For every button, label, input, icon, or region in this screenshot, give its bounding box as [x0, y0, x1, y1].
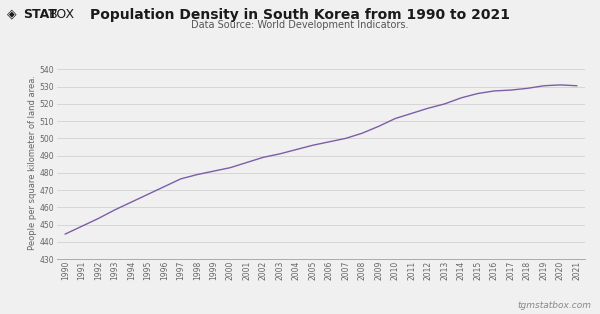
Y-axis label: People per square kilometer of land area.: People per square kilometer of land area…	[28, 75, 37, 250]
Text: ◈: ◈	[7, 8, 17, 21]
Text: Population Density in South Korea from 1990 to 2021: Population Density in South Korea from 1…	[90, 8, 510, 22]
Text: BOX: BOX	[49, 8, 76, 21]
Text: tgmstatbox.com: tgmstatbox.com	[517, 301, 591, 310]
Text: Data Source: World Development Indicators.: Data Source: World Development Indicator…	[191, 20, 409, 30]
Text: STAT: STAT	[23, 8, 56, 21]
